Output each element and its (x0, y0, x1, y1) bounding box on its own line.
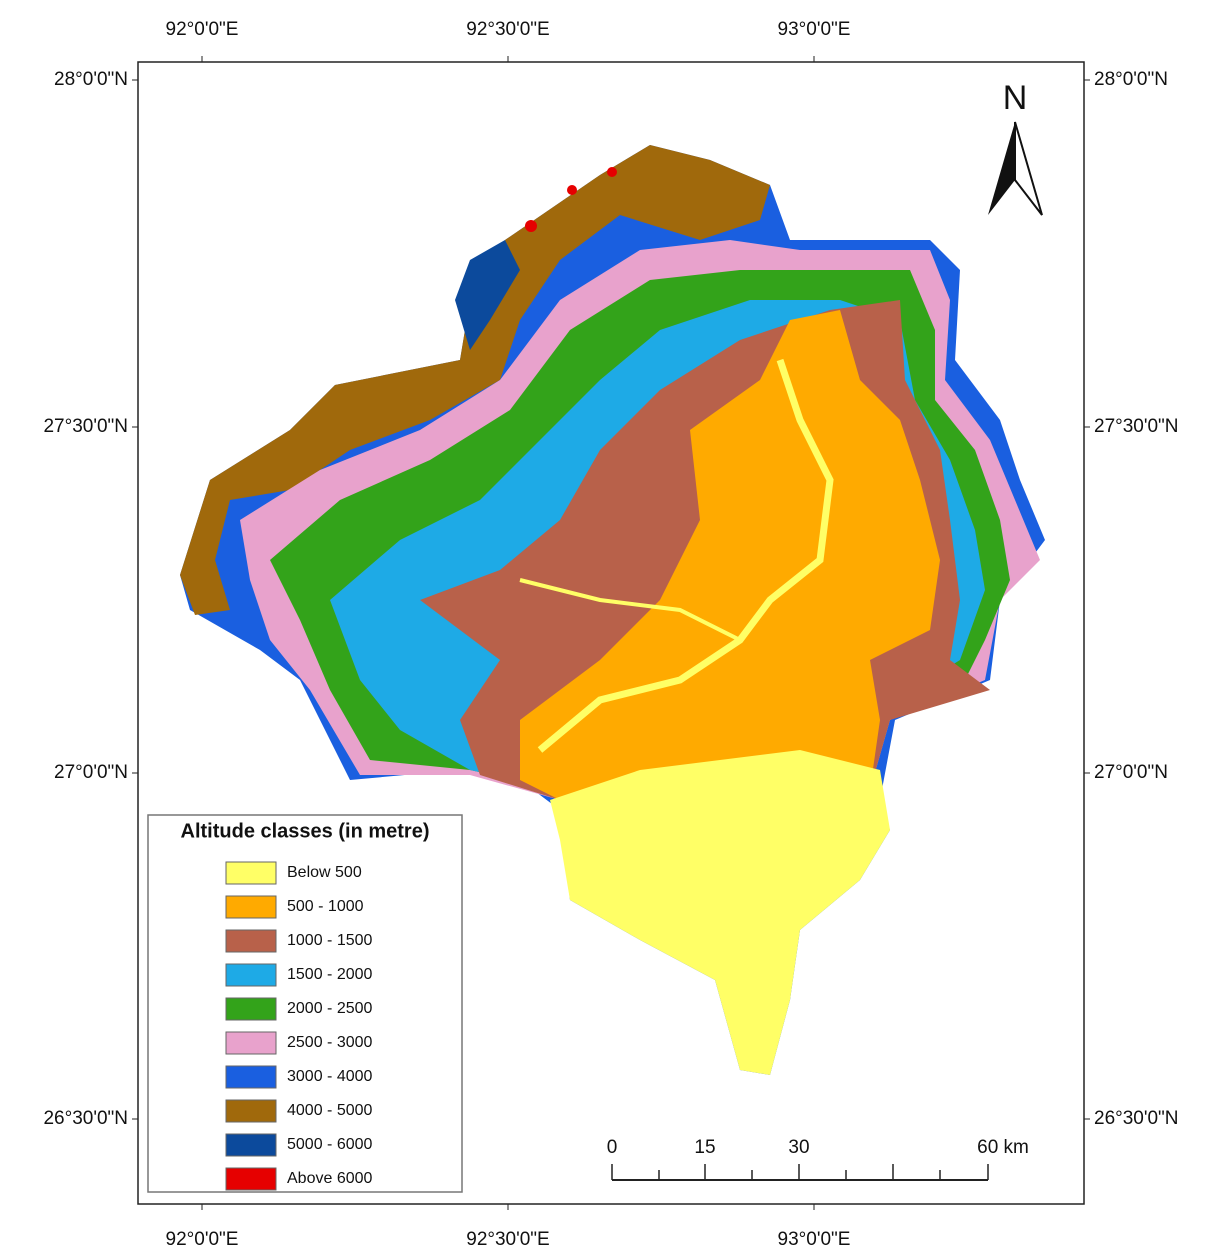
region-4000-5000 (180, 145, 770, 615)
latitude-label: 28°0'0"N (54, 69, 128, 90)
legend-swatch (225, 1065, 277, 1089)
legend-swatch (225, 1133, 277, 1157)
river-valley (537, 358, 834, 753)
scale-label: 0 (607, 1137, 618, 1158)
latitude-label: 26°30'0"N (1094, 1108, 1179, 1129)
legend-label: Below 500 (287, 864, 362, 881)
region-5000-6000 (455, 240, 520, 350)
scale-label: 30 (788, 1137, 809, 1158)
longitude-label: 92°30'0"E (466, 1229, 549, 1250)
longitude-label: 93°0'0"E (778, 19, 851, 40)
latitude-label: 27°0'0"N (54, 762, 128, 783)
legend-label: 1000 - 1500 (287, 932, 373, 949)
legend-swatch (225, 1099, 277, 1123)
legend-label: 3000 - 4000 (287, 1068, 373, 1085)
north-arrow-right (1014, 121, 1043, 216)
legend-label: 500 - 1000 (287, 898, 364, 915)
north-arrow-left (988, 122, 1015, 215)
river-valley (519, 578, 741, 642)
region-above-6000 (567, 185, 577, 195)
latitude-label: 27°30'0"N (43, 416, 128, 437)
legend-title: Altitude classes (in metre) (181, 820, 430, 842)
legend-swatch (225, 963, 277, 987)
latitude-label: 27°30'0"N (1094, 416, 1179, 437)
legend-label: Above 6000 (287, 1170, 373, 1187)
legend-swatch (225, 895, 277, 919)
latitude-label: 28°0'0"N (1094, 69, 1168, 90)
legend-swatch (225, 997, 277, 1021)
longitude-label: 93°0'0"E (778, 1229, 851, 1250)
legend-swatch (225, 1167, 277, 1191)
longitude-label: 92°0'0"E (166, 19, 239, 40)
scale-label: 60 km (977, 1137, 1029, 1158)
north-label: N (1003, 79, 1028, 117)
legend-swatch (225, 1031, 277, 1055)
region-500-1000 (520, 310, 940, 800)
latitude-label: 27°0'0"N (1094, 762, 1168, 783)
legend-box (147, 814, 463, 1193)
legend-label: 2500 - 3000 (287, 1034, 373, 1051)
region-below-500 (550, 750, 890, 1075)
region-above-6000 (607, 167, 617, 177)
latitude-label: 26°30'0"N (43, 1108, 128, 1129)
legend-swatch (225, 861, 277, 885)
legend-swatch (225, 929, 277, 953)
legend-label: 1500 - 2000 (287, 966, 373, 983)
legend-label: 5000 - 6000 (287, 1136, 373, 1153)
longitude-label: 92°0'0"E (166, 1229, 239, 1250)
legend-label: 4000 - 5000 (287, 1102, 373, 1119)
longitude-label: 92°30'0"E (466, 19, 549, 40)
region-above-6000 (525, 220, 537, 232)
scale-label: 15 (694, 1137, 715, 1158)
legend-label: 2000 - 2500 (287, 1000, 373, 1017)
terrain (180, 145, 1045, 1075)
